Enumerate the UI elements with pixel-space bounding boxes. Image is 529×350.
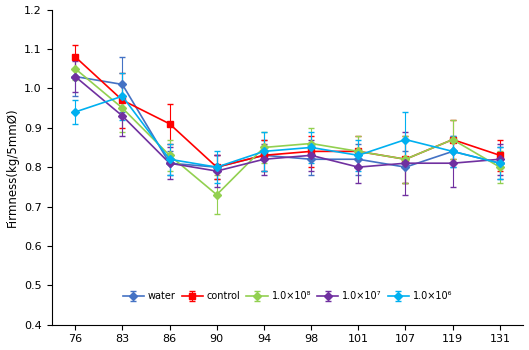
Legend: water, control, 1.0×10⁸, 1.0×10⁷, 1.0×10⁶: water, control, 1.0×10⁸, 1.0×10⁷, 1.0×10… [120,288,455,304]
Y-axis label: Firmness(kg/5mmØ): Firmness(kg/5mmØ) [6,107,19,227]
